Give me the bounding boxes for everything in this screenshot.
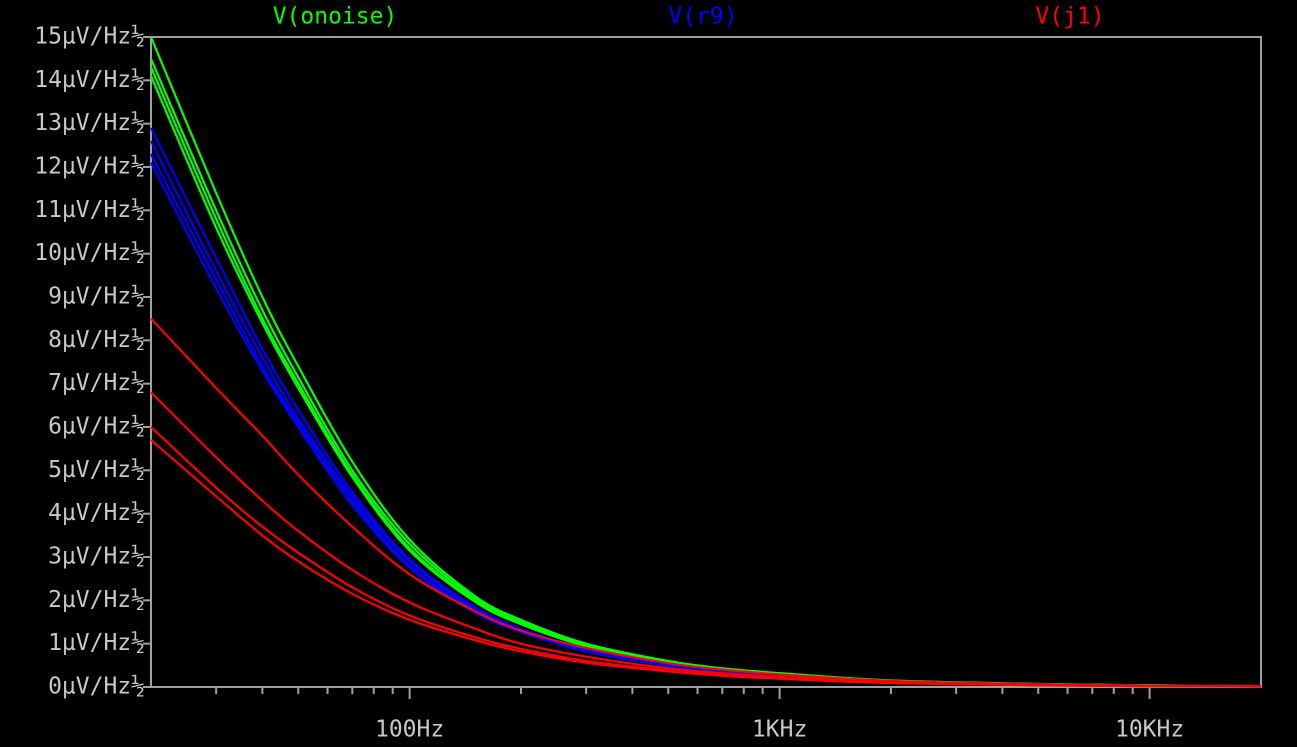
trace: [150, 439, 1262, 688]
y-tick-label: 13µV/Hz½: [34, 110, 145, 136]
y-tick-label: 11µV/Hz½: [34, 197, 145, 223]
plot-frame: [150, 36, 1262, 688]
x-tick-label: 100Hz: [375, 717, 444, 743]
x-tick-label: 10KHz: [1115, 717, 1184, 743]
y-tick-label: 0µV/Hz½: [48, 674, 145, 700]
y-tick-label: 3µV/Hz½: [48, 544, 145, 570]
legend-entry: V(r9): [668, 4, 737, 30]
y-tick-label: 8µV/Hz½: [48, 327, 145, 353]
y-tick-label: 15µV/Hz½: [34, 24, 145, 50]
y-tick-label: 2µV/Hz½: [48, 587, 145, 613]
legend-entry: V(onoise): [273, 4, 398, 30]
y-tick-label: 6µV/Hz½: [48, 414, 145, 440]
legend-entry: V(j1): [1035, 4, 1104, 30]
y-tick-label: 12µV/Hz½: [34, 154, 145, 180]
x-tick-label: 1KHz: [752, 717, 807, 743]
y-tick-label: 5µV/Hz½: [48, 457, 145, 483]
y-tick-label: 4µV/Hz½: [48, 500, 145, 526]
y-tick-label: 10µV/Hz½: [34, 240, 145, 266]
y-tick-label: 9µV/Hz½: [48, 284, 145, 310]
y-tick-label: 14µV/Hz½: [34, 67, 145, 93]
y-tick-label: 1µV/Hz½: [48, 630, 145, 656]
y-tick-label: 7µV/Hz½: [48, 370, 145, 396]
